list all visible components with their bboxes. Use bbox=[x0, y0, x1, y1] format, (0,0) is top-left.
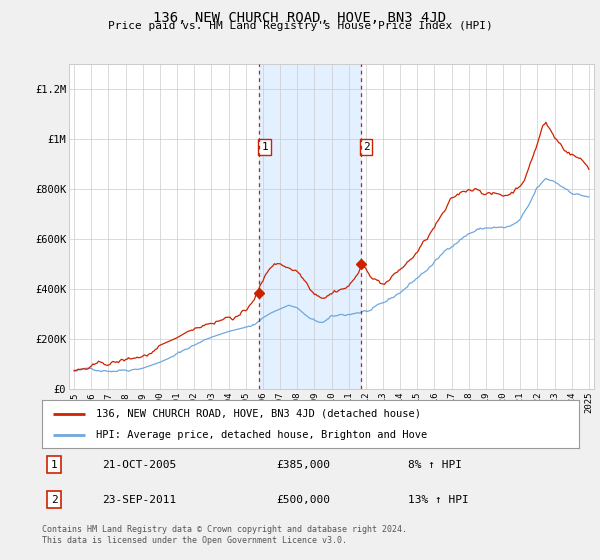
Text: 136, NEW CHURCH ROAD, HOVE, BN3 4JD: 136, NEW CHURCH ROAD, HOVE, BN3 4JD bbox=[154, 11, 446, 25]
Text: Price paid vs. HM Land Registry's House Price Index (HPI): Price paid vs. HM Land Registry's House … bbox=[107, 21, 493, 31]
Text: 2: 2 bbox=[50, 494, 58, 505]
Text: 1: 1 bbox=[50, 460, 58, 470]
Text: £500,000: £500,000 bbox=[276, 494, 330, 505]
Text: £385,000: £385,000 bbox=[276, 460, 330, 470]
Bar bbox=[259, 64, 361, 389]
Text: HPI: Average price, detached house, Brighton and Hove: HPI: Average price, detached house, Brig… bbox=[96, 430, 427, 440]
Text: 21-OCT-2005: 21-OCT-2005 bbox=[102, 460, 176, 470]
Text: 136, NEW CHURCH ROAD, HOVE, BN3 4JD (detached house): 136, NEW CHURCH ROAD, HOVE, BN3 4JD (det… bbox=[96, 409, 421, 419]
Text: Contains HM Land Registry data © Crown copyright and database right 2024.
This d: Contains HM Land Registry data © Crown c… bbox=[42, 525, 407, 545]
Text: 13% ↑ HPI: 13% ↑ HPI bbox=[408, 494, 469, 505]
Text: 1: 1 bbox=[261, 142, 268, 152]
Text: 8% ↑ HPI: 8% ↑ HPI bbox=[408, 460, 462, 470]
Text: 2: 2 bbox=[363, 142, 370, 152]
Text: 23-SEP-2011: 23-SEP-2011 bbox=[102, 494, 176, 505]
